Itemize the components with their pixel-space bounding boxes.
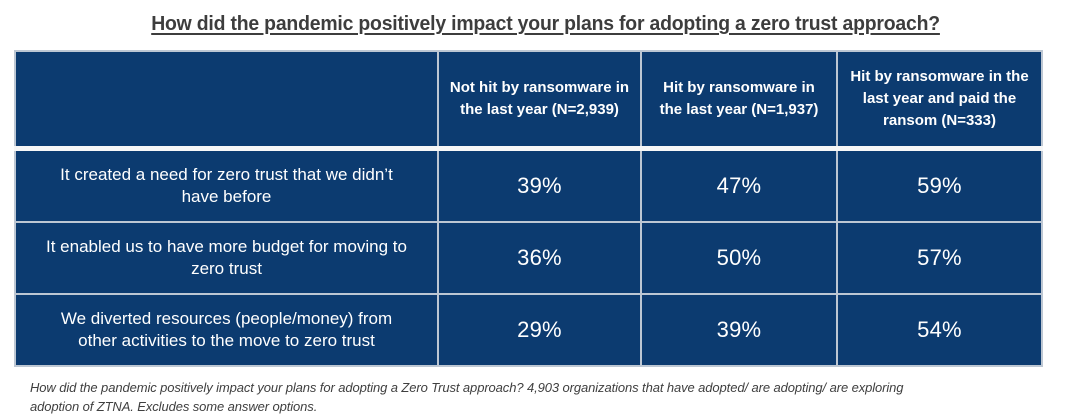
value-cell: 39% bbox=[437, 147, 642, 223]
corner-cell bbox=[14, 50, 439, 151]
row-label: It enabled us to have more budget for mo… bbox=[14, 221, 439, 295]
value-cell: 36% bbox=[437, 221, 642, 295]
table-row: We diverted resources (people/money) fro… bbox=[14, 293, 1043, 367]
table-row: It created a need for zero trust that we… bbox=[14, 147, 1043, 223]
title-bar: How did the pandemic positively impact y… bbox=[0, 0, 1092, 36]
row-label: We diverted resources (people/money) fro… bbox=[14, 293, 439, 367]
footnote: How did the pandemic positively impact y… bbox=[30, 380, 904, 414]
value-cell: 47% bbox=[640, 147, 838, 223]
value-cell: 59% bbox=[836, 147, 1043, 223]
column-header-hit: Hit by ransomware in the last year (N=1,… bbox=[640, 50, 838, 151]
column-header-hit-paid: Hit by ransomware in the last year and p… bbox=[836, 50, 1043, 151]
value-cell: 50% bbox=[640, 221, 838, 295]
page-title: How did the pandemic positively impact y… bbox=[151, 13, 941, 35]
column-header-not-hit: Not hit by ransomware in the last year (… bbox=[437, 50, 642, 151]
value-cell: 57% bbox=[836, 221, 1043, 295]
value-cell: 54% bbox=[836, 293, 1043, 367]
table-row: It enabled us to have more budget for mo… bbox=[14, 221, 1043, 295]
row-label: It created a need for zero trust that we… bbox=[14, 147, 439, 223]
header-row: Not hit by ransomware in the last year (… bbox=[14, 50, 1043, 151]
value-cell: 29% bbox=[437, 293, 642, 367]
value-cell: 39% bbox=[640, 293, 838, 367]
results-table: Not hit by ransomware in the last year (… bbox=[14, 50, 1043, 367]
